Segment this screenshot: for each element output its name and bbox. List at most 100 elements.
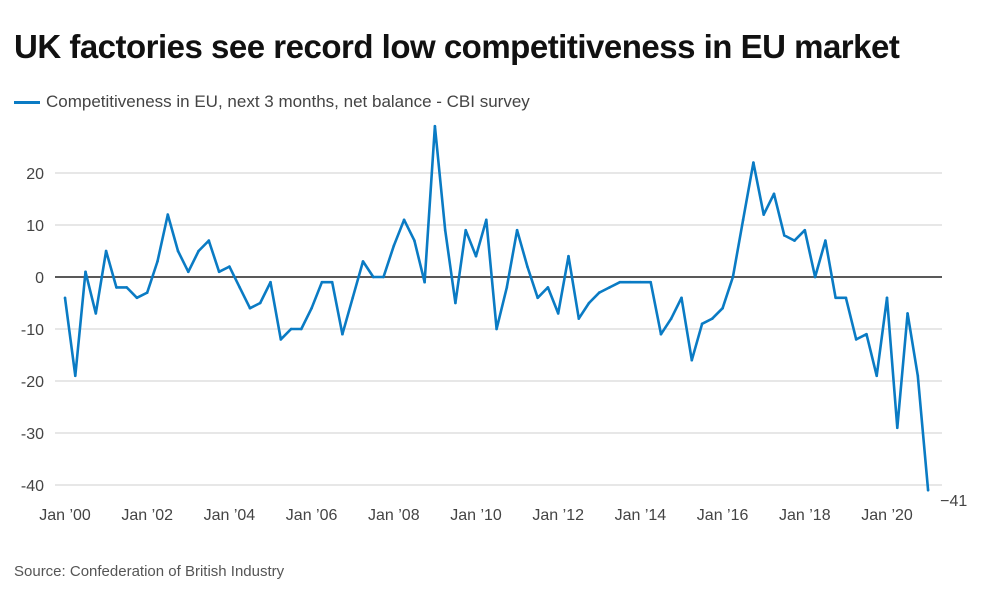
data-point [454,301,457,305]
data-point [156,260,159,263]
data-point [813,275,817,279]
data-point [413,239,416,242]
data-point [145,291,149,294]
data-point [176,249,180,253]
source-note: Source: Confederation of British Industr… [14,563,285,580]
data-point [94,312,98,315]
data-point [690,358,694,362]
data-point [731,275,735,279]
data-point [84,270,87,274]
x-tick-label: Jan ’20 [861,507,913,524]
end-value-label: −41 [940,493,967,510]
data-point [762,213,765,216]
data-point [711,317,714,320]
x-tick-label: Jan ’08 [368,507,420,524]
data-point [854,338,858,341]
data-point [834,296,837,300]
data-point [505,286,509,289]
data-point [217,270,221,274]
data-points [63,124,930,492]
data-point [300,327,303,331]
data-point [279,338,283,341]
x-tick-label: Jan ’10 [450,507,502,524]
data-point [865,332,868,336]
x-tick-label: Jan ’16 [697,507,749,524]
data-point [238,286,241,289]
data-point [320,280,324,284]
data-point [515,228,519,232]
data-point [885,296,889,300]
data-point [135,296,139,300]
legend: Competitiveness in EU, next 3 months, ne… [14,92,530,112]
data-point [330,280,334,284]
y-tick-label: -20 [21,374,44,391]
data-point [546,286,550,289]
data-point [916,374,920,378]
data-point [875,374,879,378]
data-point [793,239,796,242]
data-point [772,192,776,196]
data-point [187,270,190,274]
data-point [926,488,930,492]
data-point [382,275,385,279]
data-point [669,317,673,320]
data-point [351,296,355,300]
y-tick-label: 0 [35,270,44,287]
data-point [289,327,293,331]
y-tick-label: 20 [26,166,44,183]
data-point [166,213,170,216]
x-tick-label: Jan ’12 [532,507,584,524]
data-point [536,296,539,300]
series-line [63,124,930,491]
data-point [474,254,478,258]
x-tick-label: Jan ’04 [204,507,256,524]
y-tick-label: -10 [21,322,44,339]
data-point [895,426,899,430]
data-point [73,374,77,378]
data-point [556,312,560,315]
x-tick-label: Jan ’06 [286,507,338,524]
x-tick-label: Jan ’14 [615,507,667,524]
data-point [700,322,704,326]
data-point [844,296,848,300]
y-axis-ticks: 20 10 0 -10 -20 -30 -40 [21,166,44,495]
data-point [484,218,488,222]
data-point [906,312,909,315]
data-point [752,161,755,164]
data-point [649,280,652,284]
data-point [803,228,807,232]
x-tick-label: Jan ’18 [779,507,831,524]
data-point [567,254,570,258]
data-point [639,280,642,284]
data-point [782,234,786,237]
y-tick-label: -40 [21,478,44,495]
data-point [361,260,365,263]
data-point [402,218,406,222]
x-tick-label: Jan ’02 [121,507,173,524]
data-point [248,306,252,310]
y-tick-label: -30 [21,426,44,443]
data-point [680,296,683,300]
data-point [824,239,827,242]
data-point [587,301,591,305]
data-point [598,291,601,294]
data-point [659,332,663,336]
data-point [63,296,67,300]
data-point [577,317,581,320]
data-point [495,327,498,331]
data-point [207,239,211,242]
data-point [741,218,745,222]
legend-swatch [14,100,40,104]
x-tick-label: Jan ’00 [39,507,91,524]
data-point [423,280,426,284]
data-point [228,265,231,268]
data-point [433,124,437,128]
data-point [721,306,724,310]
data-point [258,301,262,305]
x-axis-ticks: Jan ’00 Jan ’02 Jan ’04 Jan ’06 Jan ’08 Jan ’… [39,507,913,524]
data-point [464,228,468,232]
data-point [443,228,447,232]
data-point [341,332,344,336]
data-point [608,286,611,289]
